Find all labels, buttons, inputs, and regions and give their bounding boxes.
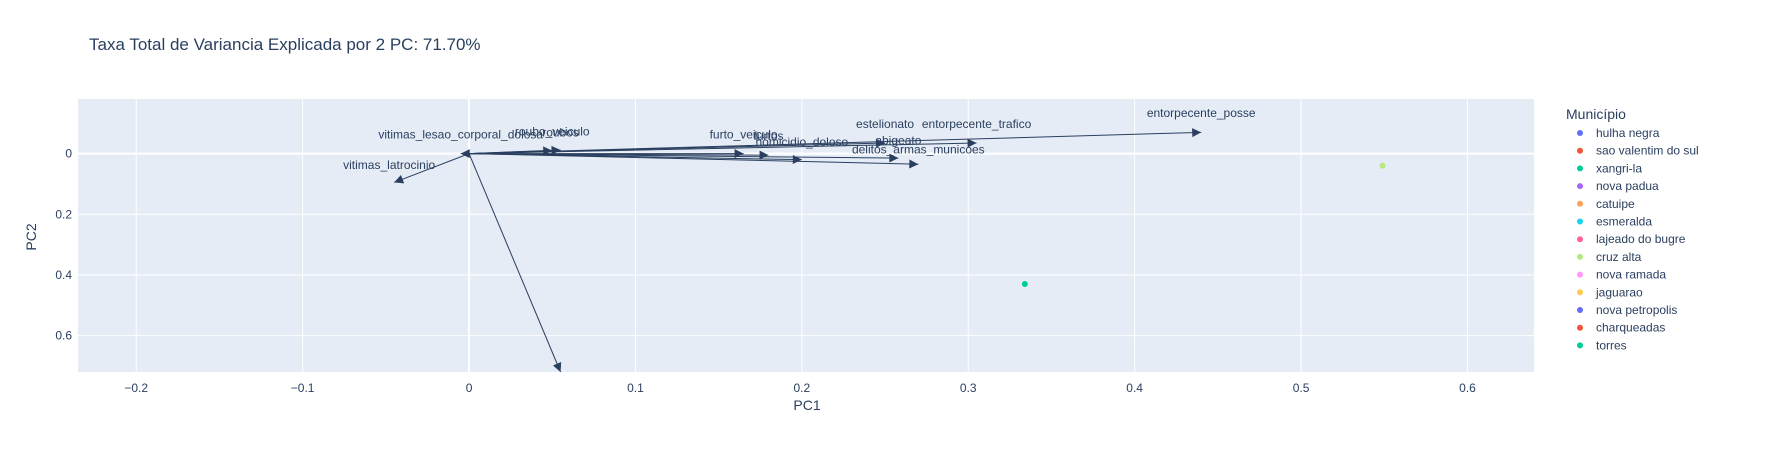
legend-label: xangri-la [1596,161,1642,175]
legend: Município hulha negra sao valentim do sul… [1566,106,1699,352]
vector-arrowhead [551,145,561,155]
legend-label: lajeado do bugre [1596,232,1686,246]
vector-label: vitimas_latrocinio [343,158,435,172]
plot-area[interactable] [78,99,1534,372]
legend-item[interactable]: nova ramada [1577,268,1666,282]
x-tick-label: 0.4 [1126,381,1143,395]
legend-marker [1577,200,1583,207]
x-tick-label: 0.5 [1293,381,1310,395]
legend-label: cruz alta [1596,250,1642,264]
legend-item[interactable]: torres [1577,338,1627,352]
legend-label: hulha negra [1596,126,1660,140]
legend-marker [1577,183,1583,190]
legend-item[interactable]: esmeralda [1577,215,1652,229]
legend-label: sao valentim do sul [1596,144,1699,158]
data-points [1021,162,1386,288]
vector-label: vitimas_lesao_corporal_dolosa [378,127,543,141]
legend-item[interactable]: lajeado do bugre [1577,232,1686,246]
chart-title: Taxa Total de Variancia Explicada por 2 … [89,35,481,54]
vector-label: furto_veiculo [710,127,778,141]
legend-marker [1577,165,1583,172]
y-tick-label: 0.4 [55,268,72,282]
loading-vector [469,153,769,156]
x-axis-title: PC1 [793,397,820,413]
vector-arrowhead [734,149,744,159]
y-tick-label: 0.2 [55,207,72,221]
x-tick-label: 0.1 [627,381,644,395]
vector-arrowhead [552,361,562,372]
legend-item[interactable]: jaguarao [1577,285,1643,299]
vector-arrowhead [967,138,977,148]
legend-item[interactable]: hulha negra [1577,126,1660,140]
legend-label: charqueadas [1596,321,1665,335]
legend-marker [1577,147,1583,154]
data-point[interactable] [1021,281,1028,288]
legend-item[interactable]: xangri-la [1577,161,1642,175]
legend-marker [1577,289,1583,296]
vector-arrowhead [759,150,769,160]
vector-arrowhead [875,138,886,148]
vector-label: entorpecente_trafico [922,117,1032,131]
legend-label: esmeralda [1596,215,1652,229]
legend-label: nova ramada [1596,268,1666,282]
legend-label: jaguarao [1595,285,1643,299]
data-point[interactable] [1379,162,1386,169]
loading-vector [469,149,561,155]
loading-vector [468,153,562,373]
legend-item[interactable]: cruz alta [1577,250,1642,264]
vector-labels: entorpecente_posse entorpecente_trafico es… [343,106,1256,172]
legend-label: nova padua [1596,179,1659,193]
x-axis-ticks: −0.2 −0.1 0 0.1 0.2 0.3 0.4 0.5 0.6 [124,381,1476,395]
vector-arrowhead [909,159,919,169]
legend-item[interactable]: charqueadas [1577,321,1665,335]
y-tick-label: 0 [65,147,72,161]
legend-marker [1577,324,1583,331]
y-tick-label: 0.6 [55,329,72,343]
legend-marker [1577,236,1583,243]
legend-marker [1577,271,1583,278]
legend-marker [1577,342,1583,349]
legend-marker [1577,253,1583,260]
legend-item[interactable]: nova petropolis [1577,303,1677,317]
loading-vectors [393,128,1202,373]
x-tick-label: 0 [466,381,473,395]
y-axis-ticks: 0 0.2 0.4 0.6 [55,147,72,343]
vector-label: roubos [542,125,579,139]
legend-title: Município [1566,106,1626,122]
vector-label: delitos_armas_municoes [852,143,985,157]
legend-item[interactable]: nova padua [1577,179,1659,193]
legend-label: torres [1596,338,1627,352]
vector-arrowhead [460,149,470,159]
vector-arrowhead [394,174,405,184]
x-tick-label: 0.3 [960,381,977,395]
vector-label: abigeato [875,134,921,148]
legend-marker [1577,130,1583,136]
vector-label: furtos [754,129,784,143]
vector-arrowhead [1192,128,1202,138]
legend-label: nova petropolis [1596,303,1677,317]
loading-vector [393,153,470,183]
legend-marker [1577,218,1583,225]
legend-marker [1577,307,1583,313]
vector-label: estelionato [856,117,914,131]
x-tick-label: −0.1 [291,381,315,395]
x-tick-label: 0.6 [1459,381,1476,395]
legend-item[interactable]: sao valentim do sul [1577,144,1699,158]
legend-label: catuipe [1596,197,1635,211]
vector-label: roubo_veiculo [515,124,590,138]
vector-label: homicidio_doloso [755,135,848,149]
loading-vector [469,142,886,155]
vector-arrowhead [889,153,899,163]
x-tick-label: 0.2 [793,381,810,395]
vector-label: entorpecente_posse [1147,106,1256,120]
y-axis-title: PC2 [23,223,39,250]
legend-item[interactable]: catuipe [1577,197,1635,211]
x-tick-label: −0.2 [124,381,148,395]
